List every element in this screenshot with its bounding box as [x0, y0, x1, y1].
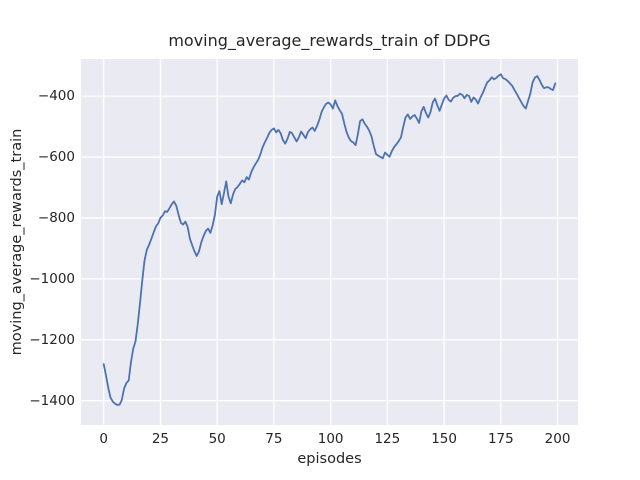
y-tick-label: −800	[37, 209, 75, 226]
plot-background	[81, 59, 578, 425]
x-tick-label: 0	[99, 431, 108, 447]
x-tick-label: 100	[317, 431, 344, 447]
x-tick-label: 25	[151, 431, 170, 447]
y-tick-label: −1000	[29, 270, 75, 287]
y-tick-label: −400	[37, 88, 75, 105]
chart-title: moving_average_rewards_train of DDPG	[168, 31, 491, 50]
x-axis-label: episodes	[297, 451, 362, 467]
x-tick-label: 50	[208, 431, 226, 447]
y-tick-label: −1200	[29, 331, 75, 348]
y-tick-label: −600	[37, 149, 75, 166]
y-tick-label: −1400	[29, 392, 75, 409]
x-tick-label: 75	[265, 431, 283, 447]
x-tick-label: 200	[544, 431, 571, 447]
x-tick-label: 125	[374, 431, 401, 447]
x-tick-label: 150	[431, 431, 457, 447]
y-axis-label: moving_average_rewards_train	[9, 128, 25, 356]
data-line	[102, 73, 557, 406]
x-tick-label: 175	[487, 431, 514, 447]
